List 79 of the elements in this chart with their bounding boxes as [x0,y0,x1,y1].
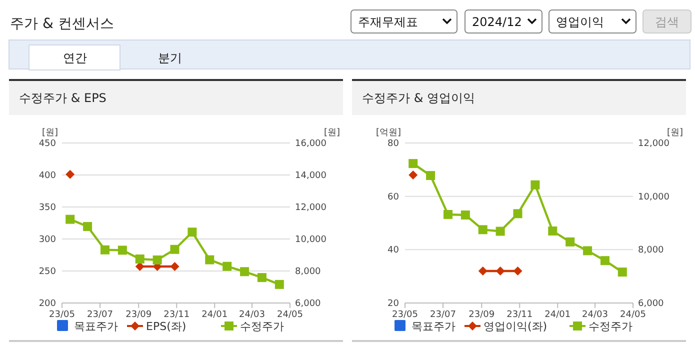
y-tick-label: 200 [38,299,56,309]
point [478,225,488,234]
y-axis-title: [원] [42,128,58,138]
x-tick-label: 23/11 [164,310,190,320]
y-tick-label: 80 [388,139,400,149]
y-tick-label: 350 [38,203,56,213]
legend-label: 수정주가 [588,320,632,333]
point [460,210,470,220]
y-tick-label: 60 [388,192,400,202]
point [548,226,558,236]
point [118,246,127,255]
legend-label: EPS(좌) [146,320,186,333]
y-tick-label: 40 [388,246,400,256]
text: 영업이익 [556,15,604,29]
text: 2024/12 [472,15,522,29]
x-tick-label: 23/09 [468,310,495,320]
y2-axis-title: [원] [666,128,683,138]
legend-label: 수정주가 [240,320,284,333]
legend-label: 목표주가 [412,320,456,333]
x-tick-label: 24/03 [582,310,608,320]
y2-tick-label: 12,000 [638,139,670,149]
x-tick-label: 24/05 [620,310,646,320]
y2-tick-label: 10,000 [638,192,670,202]
y2-tick-label: 12,000 [295,203,327,213]
y2-tick-label: 10,000 [295,235,327,245]
point [152,255,162,264]
point [426,171,436,180]
x-tick-label: 24/03 [239,310,265,320]
y2-tick-label: 16,000 [295,139,327,149]
y-tick-label: 300 [38,235,56,245]
legend-label: 영업이익(좌) [484,320,548,333]
point [83,222,92,232]
x-tick-label: 23/05 [49,310,75,320]
y2-axis-title: [원] [324,128,340,138]
point [222,262,232,271]
x-tick-label: 23/09 [126,310,152,320]
text: 분기 [158,51,182,65]
legend-label: 목표주가 [74,320,118,333]
y2-tick-label: 14,000 [295,171,327,181]
y2-tick-label: 6,000 [295,299,322,309]
x-tick-label: 24/01 [202,310,228,320]
y2-tick-label: 6,000 [638,299,664,309]
text: 연간 [63,51,87,65]
point [583,246,592,256]
point [530,180,540,190]
chart-title: 수정주가 & EPS [19,91,106,105]
y2-tick-label: 8,000 [638,246,664,256]
point [240,267,250,276]
point [513,209,522,218]
y-tick-label: 400 [38,171,56,181]
y-tick-label: 250 [38,267,56,277]
point [274,280,284,289]
point [443,210,452,219]
point [257,273,266,282]
point [496,226,505,236]
point [135,254,144,264]
text: 검색 [655,15,679,29]
x-tick-label: 23/07 [87,310,113,320]
point [188,228,197,237]
text: 주가 & 컨센서스 [10,16,114,32]
point [100,245,110,254]
x-tick-label: 24/05 [277,310,303,320]
y2-tick-label: 8,000 [295,267,322,277]
point [566,237,575,246]
text: 주재무제표 [358,15,418,29]
y-tick-label: 450 [38,139,56,149]
point [618,268,627,277]
chart-title: 수정주가 & 영업이익 [362,91,475,105]
x-tick-label: 23/07 [430,310,456,320]
y-axis-title: [억원] [376,128,401,138]
point [205,255,214,264]
x-tick-label: 23/11 [506,310,533,320]
y-tick-label: 20 [388,299,400,309]
point [170,244,180,254]
x-tick-label: 24/01 [544,310,571,320]
x-tick-label: 23/05 [392,310,418,320]
point [408,159,418,168]
point [600,256,610,266]
point [66,214,75,224]
